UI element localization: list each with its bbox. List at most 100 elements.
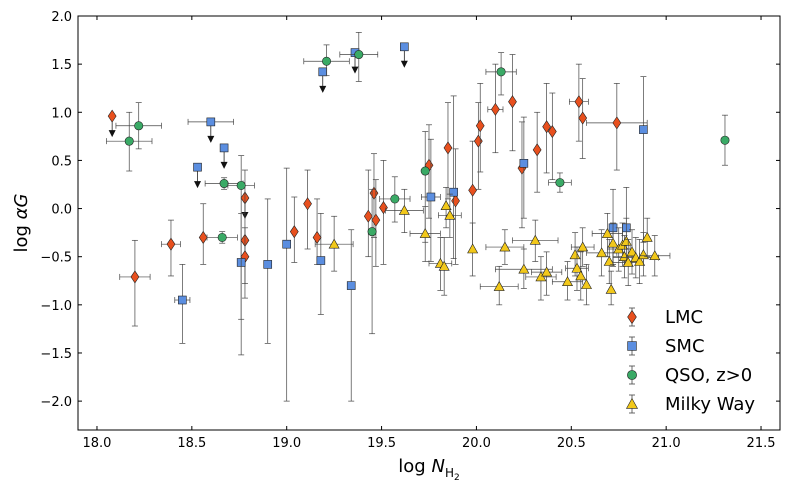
- legend-entry-lmc: LMC: [627, 307, 703, 328]
- marker-triangle: [626, 246, 638, 257]
- marker-triangle: [529, 234, 541, 245]
- axis-ticks: 18.0 18.5 19.0 19.5 20.0 20.5 21.0 21.5 −2.0 −1.5…: [40, 10, 780, 451]
- marker-triangle: [641, 231, 653, 242]
- marker-triangle: [603, 255, 615, 266]
- marker-triangle: [499, 241, 511, 252]
- data-point-milky-way: [639, 235, 671, 277]
- upper-limit-arrow: [194, 181, 202, 189]
- marker-square: [519, 159, 529, 168]
- marker-diamond: [289, 225, 299, 239]
- data-point-lmc: [569, 63, 589, 142]
- data-point-qso-z-0: [227, 155, 255, 356]
- data-point-milky-way: [634, 239, 646, 285]
- marker-triangle: [596, 247, 608, 258]
- marker-triangle: [419, 227, 431, 238]
- marker-triangle: [535, 271, 547, 282]
- data-point-lmc: [578, 78, 588, 159]
- data-point-milky-way: [385, 188, 424, 233]
- data-point-milky-way: [586, 229, 618, 277]
- data-point-lmc: [119, 239, 151, 327]
- marker-diamond: [107, 109, 117, 123]
- marker-diamond: [130, 270, 140, 284]
- marker-diamond: [547, 124, 557, 139]
- y-tick-label: 1.5: [51, 58, 72, 73]
- data-point-smc: [519, 116, 529, 219]
- x-tick-label: 19.0: [272, 436, 301, 451]
- upper-limit-arrow: [351, 66, 359, 74]
- x-tick-label: 20.5: [557, 436, 586, 451]
- data-point-milky-way: [485, 229, 525, 265]
- marker-diamond: [166, 237, 176, 251]
- marker-triangle: [493, 280, 505, 291]
- data-point-milky-way: [626, 229, 638, 275]
- data-point-smc: [263, 198, 273, 344]
- marker-triangle: [440, 200, 452, 210]
- data-point-milky-way: [607, 222, 619, 265]
- data-point-qso-z-0: [106, 111, 153, 172]
- data-point-lmc: [198, 203, 208, 265]
- data-point-smc: [316, 213, 326, 315]
- data-point-lmc: [586, 83, 648, 171]
- y-tick-label: 1.0: [51, 106, 72, 121]
- legend-label: QSO, z>0: [665, 365, 752, 386]
- data-point-lmc: [107, 109, 117, 138]
- data-point-lmc: [542, 83, 551, 174]
- data-point-qso-z-0: [485, 52, 517, 96]
- data-point-lmc: [371, 179, 381, 267]
- marker-diamond: [578, 111, 588, 125]
- data-point-smc: [219, 143, 229, 169]
- legend-marker-square: [627, 341, 637, 351]
- data-point-milky-way: [641, 217, 653, 258]
- legend-entry-smc: SMC: [627, 336, 705, 357]
- data-point-qso-z-0: [303, 44, 350, 77]
- data-point-milky-way: [467, 222, 479, 277]
- data-point-smc: [346, 229, 356, 402]
- marker-diamond: [303, 197, 312, 211]
- legend-label: LMC: [665, 307, 703, 328]
- data-point-smc: [449, 95, 458, 259]
- x-tick-label: 20.0: [462, 436, 491, 451]
- marker-triangle: [577, 241, 589, 252]
- upper-limit-arrow: [400, 60, 408, 68]
- legend-entry-qso-z-0: QSO, z>0: [627, 365, 752, 386]
- data-point-milky-way: [438, 193, 462, 238]
- marker-triangle: [601, 227, 613, 238]
- x-tick-label: 18.0: [82, 436, 111, 451]
- data-point-lmc: [547, 92, 557, 181]
- marker-diamond: [475, 119, 485, 133]
- x-tick-label: 19.5: [367, 436, 396, 451]
- marker-diamond: [363, 209, 373, 223]
- data-point-smc: [187, 117, 234, 143]
- data-point-milky-way: [525, 256, 557, 301]
- data-point-milky-way: [580, 264, 592, 306]
- data-point-milky-way: [570, 227, 595, 267]
- data-point-milky-way: [409, 206, 441, 262]
- marker-square: [346, 281, 356, 290]
- marker-square: [219, 143, 229, 153]
- marker-square: [282, 239, 292, 249]
- marker-circle: [420, 166, 430, 176]
- x-tick-label: 21.5: [747, 436, 776, 451]
- data-point-milky-way: [440, 187, 452, 229]
- upper-limit-arrow: [207, 135, 215, 143]
- data-point-qso-z-0: [720, 114, 730, 166]
- marker-diamond: [443, 141, 453, 155]
- series-lmc: [107, 54, 648, 327]
- data-point-qso-z-0: [339, 32, 379, 82]
- y-axis-title: log αG: [11, 193, 32, 252]
- marker-square: [426, 192, 436, 202]
- marker-diamond: [371, 213, 381, 227]
- data-point-lmc: [161, 219, 181, 277]
- marker-triangle: [438, 260, 450, 271]
- data-point-smc: [282, 167, 292, 402]
- y-tick-label: −0.5: [40, 251, 72, 266]
- data-point-milky-way: [605, 270, 617, 306]
- data-point-qso-z-0: [548, 172, 572, 193]
- marker-triangle: [622, 256, 634, 267]
- upper-limit-arrow: [319, 85, 327, 93]
- data-point-lmc: [487, 63, 504, 154]
- data-point-qso-z-0: [204, 177, 244, 190]
- data-point-milky-way: [591, 213, 623, 258]
- y-tick-label: −2.0: [40, 395, 72, 410]
